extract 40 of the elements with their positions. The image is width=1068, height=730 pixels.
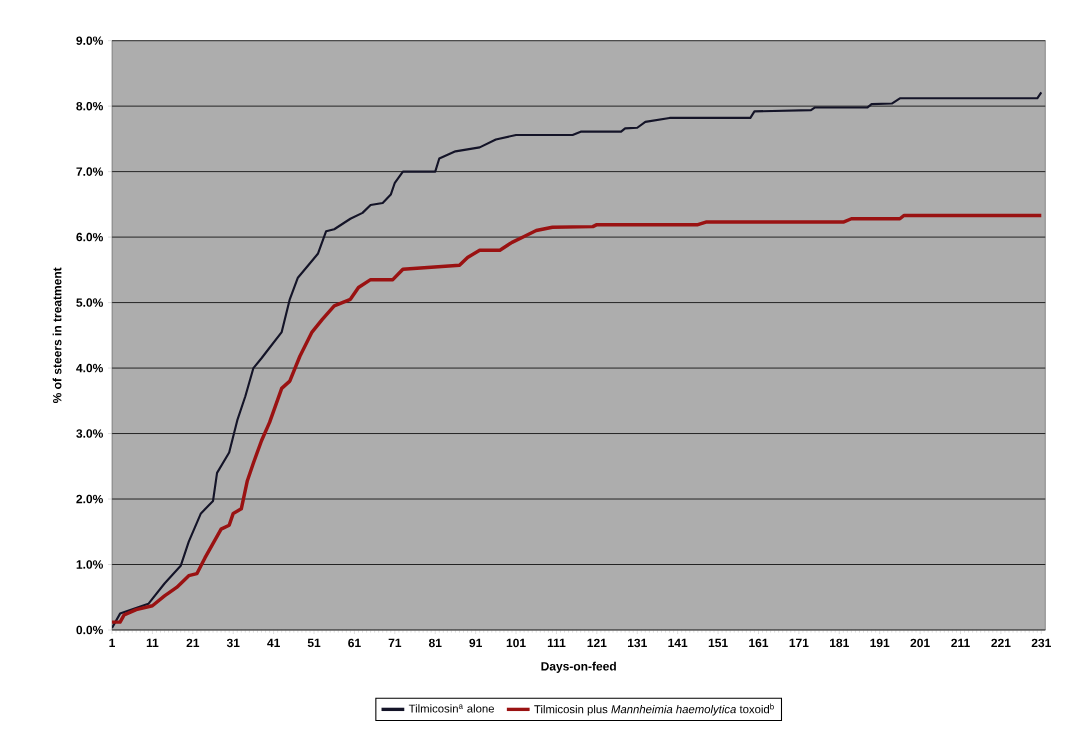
y-tick-label: 2.0%	[76, 494, 103, 504]
x-axis-title: Days-on-feed	[541, 661, 616, 673]
line-series	[112, 91, 1043, 630]
y-tick-label: 8.0%	[76, 101, 103, 111]
line-series	[112, 213, 1044, 624]
legend-label: Tilmicosin plus Mannheimia haemolytica toxoid$^{b}$	[534, 703, 774, 716]
y-tick-label: 6.0%	[76, 232, 103, 242]
y-tick-label: 5.0%	[76, 298, 103, 307]
y-axis-title: % of steers in treatment	[52, 267, 62, 404]
y-tick-label: 3.0%	[76, 429, 103, 438]
y-tick-label: 9.0%	[76, 36, 103, 45]
y-tick-label: 1.0%	[76, 560, 103, 569]
x-tick-label: 81	[428, 638, 442, 648]
x-tick-label: 111	[547, 638, 566, 647]
x-tick-label: 71	[388, 638, 402, 647]
x-tick-label: 51	[307, 638, 321, 648]
x-tick-label: 181	[830, 638, 849, 648]
x-tick-label: 121	[587, 638, 607, 648]
x-tick-label: 31	[226, 638, 240, 648]
x-tick-label: 41	[267, 638, 280, 647]
x-tick-label: 1	[109, 638, 115, 647]
x-tick-label: 91	[469, 638, 482, 648]
x-tick-label: 61	[348, 638, 361, 648]
x-tick-label: 21	[186, 638, 200, 648]
x-tick-label: 101	[506, 638, 526, 648]
x-tick-label: 231	[1031, 638, 1051, 648]
y-tick-label: 0.0%	[76, 625, 103, 635]
x-tick-label: 211	[951, 638, 970, 648]
x-tick-label: 151	[708, 638, 728, 648]
x-tick-label: 201	[910, 638, 930, 648]
y-tick-label: 4.0%	[76, 363, 103, 373]
y-tick-label: 7.0%	[76, 167, 103, 176]
x-tick-label: 191	[870, 638, 890, 648]
x-tick-label: 171	[789, 638, 809, 647]
legend-label: Tilmicosin$^{a}$ alone	[408, 704, 495, 713]
x-tick-label: 11	[146, 638, 159, 647]
x-tick-label: 131	[628, 638, 647, 648]
x-tick-label: 141	[668, 638, 688, 647]
x-tick-label: 161	[749, 638, 769, 648]
x-tick-label: 221	[991, 638, 1011, 648]
